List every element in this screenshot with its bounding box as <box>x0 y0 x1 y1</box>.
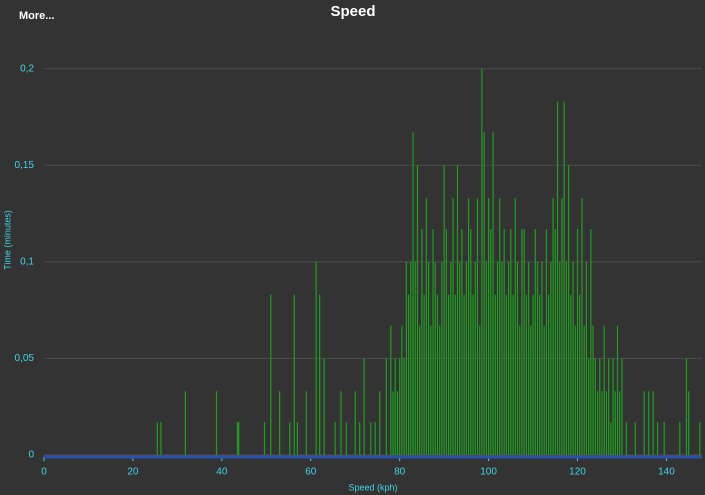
x-tick-label: 120 <box>569 467 586 478</box>
y-tick-label: 0,1 <box>20 256 34 267</box>
x-tick-label: 60 <box>305 467 317 478</box>
x-tick-label: 20 <box>127 467 139 478</box>
y-tick-label: 0,15 <box>15 160 35 171</box>
y-axis-label: Time (minutes) <box>2 210 12 270</box>
x-tick-label: 0 <box>41 467 47 478</box>
y-tick-label: 0,05 <box>15 353 35 364</box>
x-tick-label: 80 <box>394 467 406 478</box>
x-tick-label: 140 <box>658 467 675 478</box>
x-axis-label: Speed (kph) <box>348 482 397 492</box>
x-tick-label: 100 <box>480 467 497 478</box>
chart-title: Speed <box>330 3 375 20</box>
x-tick-label: 40 <box>216 467 228 478</box>
y-tick-label: 0 <box>28 450 34 461</box>
y-tick-label: 0,2 <box>20 63 34 74</box>
more-button[interactable]: More... <box>19 10 54 22</box>
